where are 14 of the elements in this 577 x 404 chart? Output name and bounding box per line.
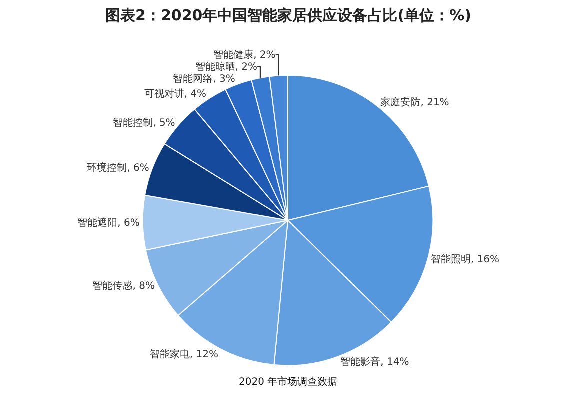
slice-label: 智能传感, 8% bbox=[92, 280, 155, 292]
slice-label: 智能照明, 16% bbox=[430, 254, 500, 266]
slice-label: 智能家电, 12% bbox=[150, 348, 218, 360]
slice-label: 智能影音, 14% bbox=[340, 356, 410, 368]
slice-label: 智能控制, 5% bbox=[113, 116, 176, 129]
slice-label: 环境控制, 6% bbox=[87, 162, 150, 174]
slice-label: 智能晾晒, 2% bbox=[195, 60, 258, 73]
slice-label: 智能遮阳, 6% bbox=[78, 216, 140, 229]
text: 2020 年市场调查数据 bbox=[239, 376, 338, 388]
slice-label: 智能健康, 2% bbox=[214, 48, 276, 61]
slice-label: 可视对讲, 4% bbox=[144, 88, 207, 100]
slice-label: 智能网络, 3% bbox=[173, 72, 236, 85]
chart-title: 图表2：2020年中国智能家居供应设备占比(单位：%) bbox=[106, 6, 472, 25]
slice-label: 家庭安防, 21% bbox=[380, 96, 450, 109]
